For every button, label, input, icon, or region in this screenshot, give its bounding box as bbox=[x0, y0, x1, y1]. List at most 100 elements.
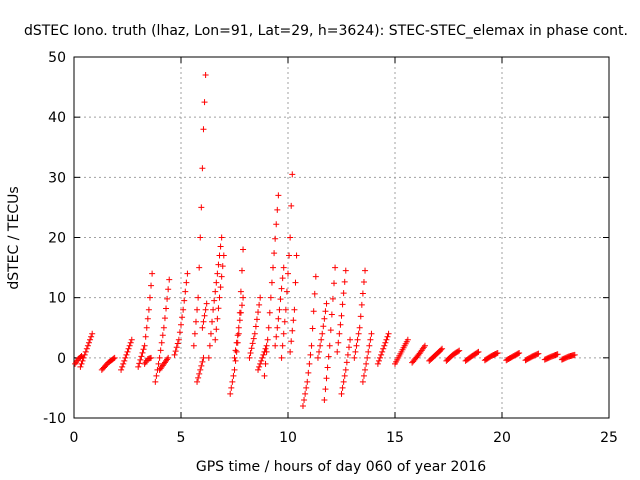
data-point bbox=[328, 311, 335, 318]
data-arc bbox=[299, 273, 319, 409]
data-point bbox=[122, 354, 129, 361]
data-point bbox=[292, 279, 299, 286]
data-point bbox=[290, 317, 297, 324]
data-point bbox=[363, 360, 370, 367]
data-arc bbox=[141, 354, 155, 367]
data-point bbox=[146, 294, 153, 301]
data-point bbox=[367, 336, 374, 343]
data-point bbox=[212, 288, 219, 295]
data-point bbox=[280, 330, 287, 337]
y-tick-label: 10 bbox=[48, 291, 66, 307]
data-point bbox=[256, 363, 263, 370]
data-point bbox=[119, 363, 126, 370]
data-point bbox=[197, 366, 204, 373]
data-point bbox=[84, 342, 91, 349]
data-point bbox=[234, 332, 241, 339]
data-point bbox=[351, 354, 358, 361]
data-point bbox=[321, 315, 328, 322]
data-point bbox=[198, 362, 205, 369]
data-point bbox=[352, 348, 359, 355]
data-point bbox=[338, 312, 345, 319]
data-point bbox=[339, 301, 346, 308]
data-point bbox=[246, 354, 253, 361]
data-point bbox=[199, 324, 206, 331]
data-point bbox=[308, 342, 315, 349]
data-point bbox=[200, 126, 207, 133]
data-arc bbox=[72, 353, 85, 367]
x-tick-label: 20 bbox=[493, 430, 511, 446]
data-point bbox=[118, 366, 125, 373]
data-point bbox=[304, 378, 311, 385]
data-point bbox=[326, 342, 333, 349]
data-point bbox=[138, 353, 145, 360]
data-point bbox=[149, 270, 156, 277]
y-tick-label: -10 bbox=[43, 411, 66, 427]
x-tick-label: 15 bbox=[386, 430, 404, 446]
data-point bbox=[192, 318, 199, 325]
data-point bbox=[362, 366, 369, 373]
data-point bbox=[299, 402, 306, 409]
data-point bbox=[324, 364, 331, 371]
data-point bbox=[360, 279, 367, 286]
data-point bbox=[439, 345, 446, 352]
data-point bbox=[335, 339, 342, 346]
data-point bbox=[124, 348, 131, 355]
data-point bbox=[322, 386, 329, 393]
data-point bbox=[195, 294, 202, 301]
data-point bbox=[277, 296, 284, 303]
data-point bbox=[275, 315, 282, 322]
data-point bbox=[265, 324, 272, 331]
data-point bbox=[336, 330, 343, 337]
data-point bbox=[215, 261, 222, 268]
data-point bbox=[340, 290, 347, 297]
data-point bbox=[195, 374, 202, 381]
data-point bbox=[211, 297, 218, 304]
data-arc bbox=[334, 267, 349, 355]
x-tick-label: 10 bbox=[279, 430, 297, 446]
data-arc bbox=[118, 336, 135, 373]
data-point bbox=[278, 354, 285, 361]
data-point bbox=[344, 351, 351, 358]
data-point bbox=[307, 351, 314, 358]
data-point bbox=[263, 348, 270, 355]
data-point bbox=[173, 344, 180, 351]
data-point bbox=[89, 330, 96, 337]
data-point bbox=[85, 339, 92, 346]
data-point bbox=[357, 313, 364, 320]
data-point bbox=[210, 306, 217, 313]
y-tick-label: 50 bbox=[48, 50, 66, 66]
data-point bbox=[337, 321, 344, 328]
data-point bbox=[263, 342, 270, 349]
data-arc bbox=[156, 354, 172, 373]
data-arc bbox=[462, 348, 482, 364]
data-point bbox=[259, 354, 266, 361]
data-point bbox=[280, 264, 287, 271]
data-point bbox=[385, 330, 392, 337]
data-point bbox=[217, 284, 224, 291]
data-point bbox=[201, 99, 208, 106]
data-point bbox=[340, 378, 347, 385]
data-point bbox=[216, 294, 223, 301]
data-point bbox=[128, 336, 135, 343]
data-point bbox=[289, 327, 296, 334]
x-tick-label: 5 bbox=[177, 430, 186, 446]
data-point bbox=[274, 206, 281, 213]
data-point bbox=[365, 348, 372, 355]
data-point bbox=[120, 360, 127, 367]
data-point bbox=[182, 288, 189, 295]
data-point bbox=[179, 314, 186, 321]
data-point bbox=[374, 360, 381, 367]
data-point bbox=[275, 192, 282, 199]
data-point bbox=[475, 348, 482, 355]
data-point bbox=[384, 333, 391, 340]
data-point bbox=[156, 354, 163, 361]
data-point bbox=[343, 359, 350, 366]
data-point bbox=[312, 273, 319, 280]
data-point bbox=[219, 263, 226, 270]
data-point bbox=[323, 300, 330, 307]
data-point bbox=[325, 353, 332, 360]
data-point bbox=[236, 317, 243, 324]
data-point bbox=[166, 276, 173, 283]
data-point bbox=[281, 318, 288, 325]
